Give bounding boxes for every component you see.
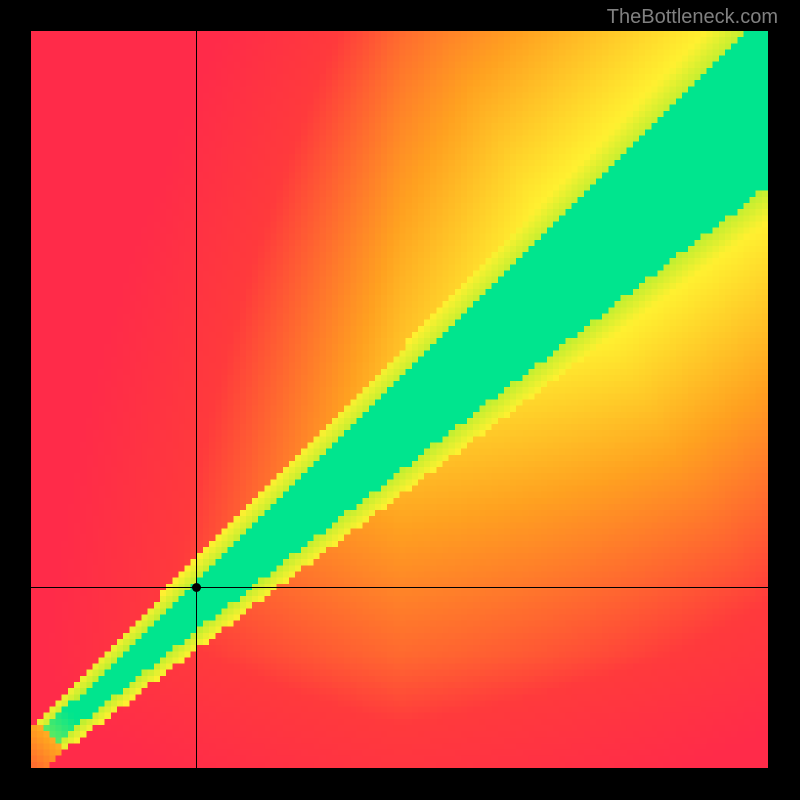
- crosshair-horizontal: [31, 587, 768, 588]
- watermark-text: TheBottleneck.com: [607, 6, 778, 29]
- bottleneck-heatmap: [31, 31, 768, 768]
- chart-root: TheBottleneck.com: [0, 0, 800, 800]
- crosshair-vertical: [196, 31, 197, 768]
- benchmark-marker-dot: [192, 583, 201, 592]
